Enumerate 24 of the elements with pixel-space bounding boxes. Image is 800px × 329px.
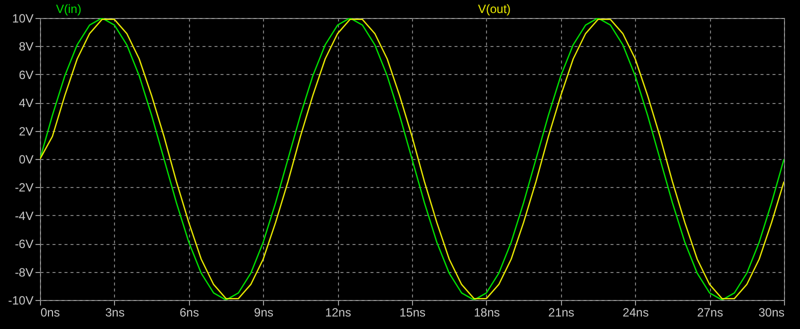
y-tick-label: 10V [12, 12, 34, 26]
x-tick-label: 30ns [758, 306, 784, 320]
y-tick-label: -4V [14, 208, 34, 223]
y-tick-label: -8V [14, 265, 34, 280]
text: V(out) [478, 2, 511, 16]
y-tick-label: 0V [18, 152, 34, 166]
y-tick-label: 8V [18, 40, 34, 54]
x-tick-label: 0ns [40, 306, 60, 320]
y-tick-label: -6V [14, 237, 34, 252]
y-tick-label: 4V [18, 96, 34, 110]
x-tick-label: 9ns [254, 306, 274, 320]
x-tick-label: 27ns [697, 306, 724, 320]
x-tick-label: 15ns [399, 306, 426, 320]
x-tick-label: 24ns [622, 306, 649, 320]
x-tick-label: 18ns [474, 306, 500, 320]
x-tick-label: 12ns [325, 306, 352, 320]
y-tick-label: -10V [8, 294, 34, 308]
x-tick-label: 3ns [105, 306, 125, 320]
x-tick-label: 6ns [180, 306, 199, 320]
series-label: V(in) [56, 2, 82, 16]
y-tick-label: 6V [18, 68, 34, 82]
y-tick-label: 2V [18, 124, 34, 138]
y-tick-label: -2V [14, 180, 34, 195]
x-tick-label: 21ns [548, 306, 574, 320]
